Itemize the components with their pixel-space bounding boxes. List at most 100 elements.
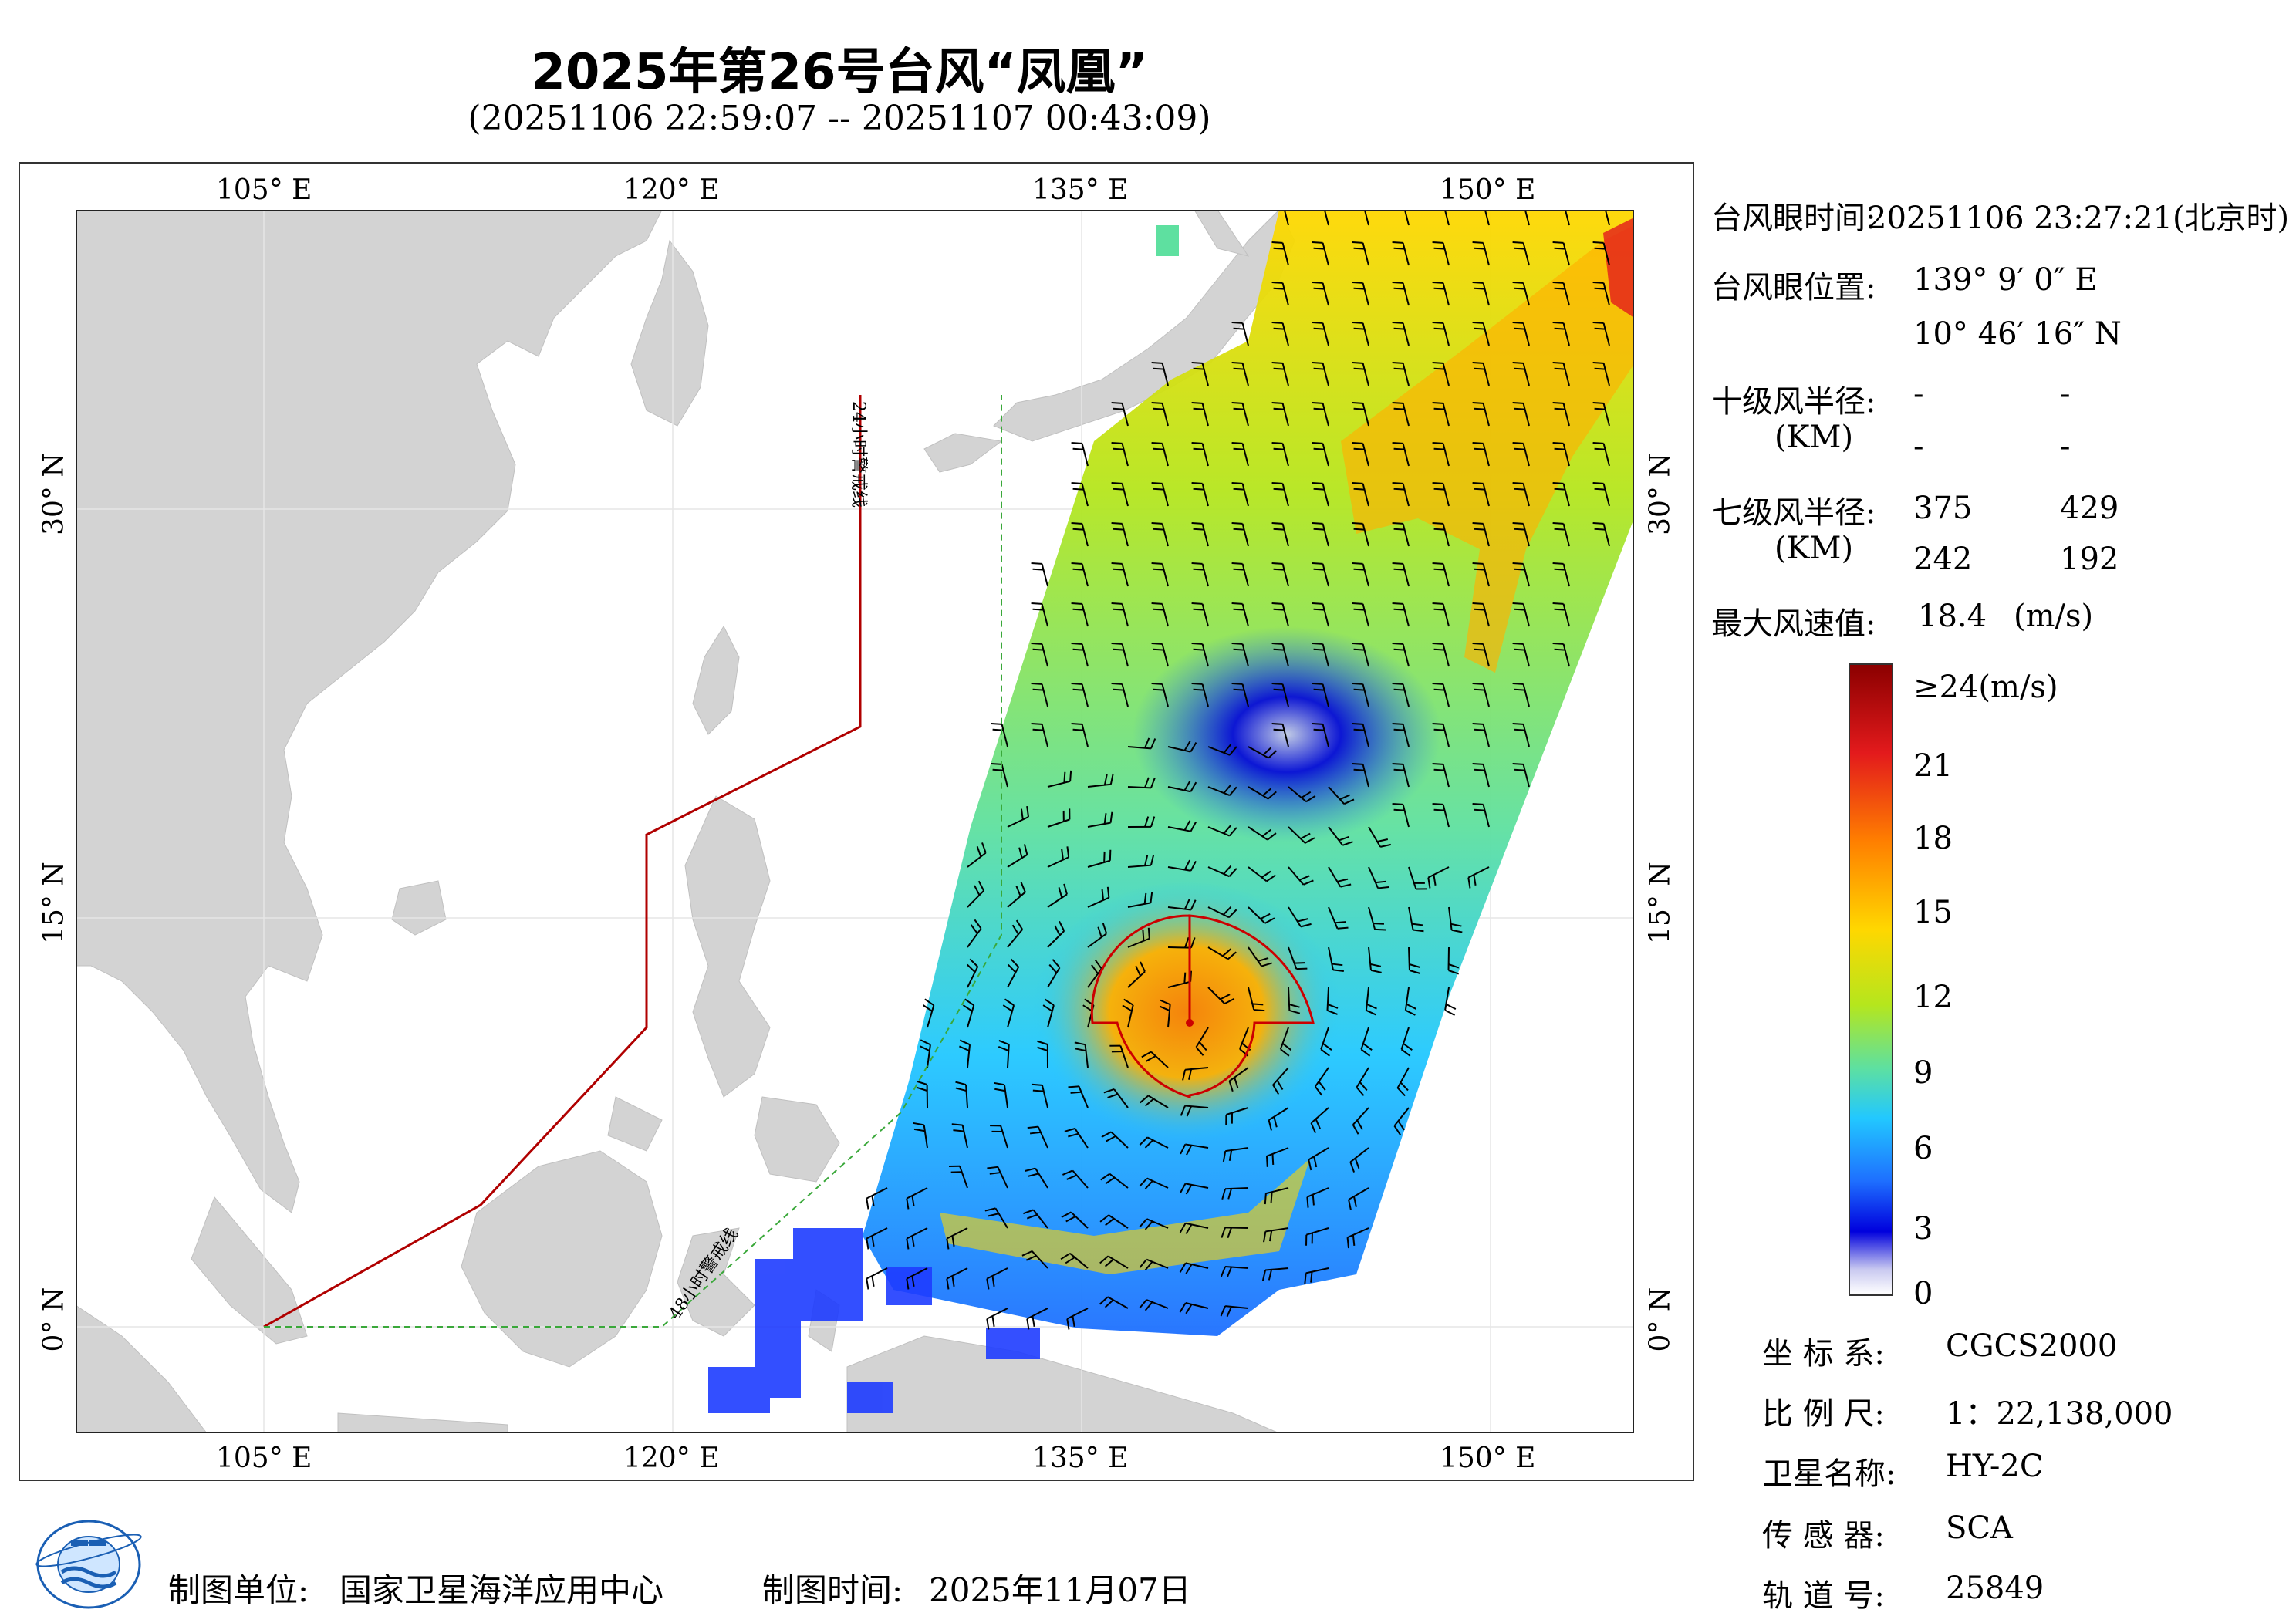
wind-barb — [1322, 683, 1329, 707]
gale-radius-outline — [1090, 914, 1315, 1099]
wind-barb-feather — [1474, 808, 1485, 812]
wind-barb — [1201, 523, 1209, 547]
wind-barb-feather — [1032, 608, 1044, 611]
wind-barb — [1482, 643, 1490, 667]
wind-barb — [1167, 1004, 1171, 1028]
gale-radius-unit: (KM) — [1774, 531, 1854, 566]
wind-barb — [1442, 363, 1450, 386]
wind-barb-feather — [1260, 913, 1271, 920]
wind-barb — [1363, 210, 1369, 226]
wind-barb — [1362, 683, 1369, 707]
wind-barb-feather — [1472, 562, 1484, 565]
wind-barb — [1349, 1147, 1369, 1163]
wind-barb — [1524, 210, 1530, 226]
wind-barb-feather — [1222, 948, 1232, 957]
wind-barb — [1069, 1253, 1089, 1269]
lat-label-right-0: 0° N — [1644, 1287, 1676, 1352]
wind-barb-feather — [1190, 937, 1196, 948]
gale-radius-sw: 242 — [1913, 542, 1973, 577]
wind-barb-feather — [1183, 780, 1191, 791]
wind-barb-feather — [1448, 963, 1460, 969]
wind-barb — [1322, 322, 1329, 346]
wind-barb-feather — [871, 1195, 875, 1206]
wind-barb — [1482, 242, 1490, 266]
wind-barb — [1562, 322, 1570, 346]
wind-barb-feather — [1392, 683, 1403, 685]
colorbar-label-3: 3 — [1913, 1211, 1933, 1247]
wind-barb — [1602, 443, 1610, 467]
wind-barb — [1248, 987, 1255, 1011]
wind-barb-feather — [1273, 447, 1285, 450]
wind-barb — [965, 1084, 968, 1108]
wind-barb-feather — [1393, 528, 1405, 531]
wind-barb — [1482, 724, 1490, 747]
wind-barb-feather — [1227, 951, 1237, 960]
wind-barb-feather — [1233, 528, 1244, 531]
lat-label-right-15: 15° N — [1644, 862, 1676, 944]
wind-barb — [1362, 363, 1369, 386]
wind-barb-feather — [1552, 562, 1564, 565]
wind-barb-feather — [1352, 643, 1363, 645]
wind-barb-feather — [1227, 1227, 1232, 1239]
wind-barb — [1288, 987, 1291, 1011]
wind-barb-feather — [1280, 1048, 1290, 1057]
wind-barb-feather — [1111, 643, 1123, 645]
wind-barb — [1207, 866, 1230, 878]
wind-barb-feather — [1514, 407, 1525, 410]
wind-barb-feather — [1472, 322, 1484, 324]
max-wind-value: 18.4 — [1918, 599, 1987, 634]
wind-barb — [1305, 1267, 1329, 1274]
wind-barb-feather — [1105, 1217, 1115, 1227]
wind-barb-feather — [1472, 442, 1484, 444]
wind-barb-feather — [1314, 1085, 1322, 1096]
wind-barb — [1127, 786, 1152, 789]
wind-barb — [967, 1004, 975, 1028]
wind-barb — [1402, 363, 1410, 386]
wind-barb-feather — [1592, 282, 1604, 284]
wind-barb — [1442, 523, 1450, 547]
wind-barb-feather — [1221, 1227, 1226, 1238]
wind-barb — [1161, 403, 1169, 427]
wind-barb — [1248, 826, 1268, 841]
wind-barb — [1402, 764, 1410, 788]
wind-barb-feather — [1099, 1255, 1109, 1264]
wind-barb-feather — [1150, 892, 1153, 903]
wind-barb-feather — [1113, 528, 1124, 531]
wind-barb — [1224, 1187, 1249, 1190]
wind-barb-feather — [1300, 923, 1312, 928]
wind-barb-feather — [1193, 528, 1204, 531]
wind-barb-feather — [1400, 1048, 1411, 1057]
wind-barb-feather — [1185, 1223, 1193, 1235]
wind-barb-feather — [1066, 1174, 1077, 1180]
wind-barb — [1322, 483, 1329, 507]
wind-barb-feather — [1393, 728, 1405, 731]
wind-barb-feather — [1185, 1304, 1193, 1314]
wind-barb-feather — [1352, 282, 1363, 284]
wind-barb — [1161, 483, 1169, 507]
wind-barb-feather — [1342, 841, 1353, 846]
wind-barb — [1047, 818, 1070, 828]
wind-barb-feather — [1554, 247, 1565, 250]
wind-barb-feather — [1122, 1004, 1133, 1012]
wind-barb-feather — [1271, 643, 1283, 645]
lat-label-left-15: 15° N — [38, 862, 70, 944]
wind-barb — [1109, 1173, 1129, 1189]
wind-barb-feather — [1044, 998, 1055, 1006]
wind-barb-feather — [1332, 969, 1344, 973]
wind-barb — [1087, 783, 1111, 788]
wind-barb — [1402, 322, 1410, 346]
wind-barb — [1108, 1214, 1129, 1229]
wind-barb-feather — [1139, 1136, 1148, 1146]
wind-barb-feather — [1070, 1091, 1082, 1094]
wind-barb-feather — [1190, 821, 1197, 832]
wind-barb — [1037, 1126, 1048, 1149]
wind-barb-feather — [1150, 816, 1156, 828]
wind-barb — [1279, 1027, 1289, 1050]
wind-barb — [1127, 937, 1150, 948]
wind-barb — [1121, 443, 1129, 467]
wind-barb-feather — [1191, 482, 1203, 484]
wind-barb — [1081, 643, 1089, 667]
wind-barb-feather — [1303, 879, 1314, 886]
wind-barb — [1362, 563, 1369, 587]
wind-barb-feather — [906, 1278, 910, 1290]
